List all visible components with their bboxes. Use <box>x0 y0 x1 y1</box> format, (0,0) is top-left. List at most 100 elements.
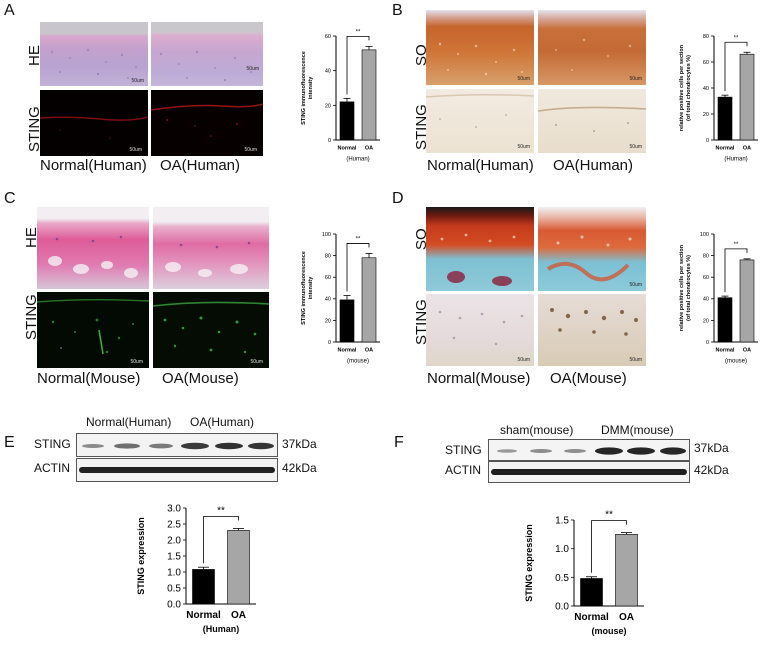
blot-size-37kda: 37kDa <box>282 437 317 451</box>
western-blot-sting-f <box>488 439 690 461</box>
y-axis-label-group-a: STING immunofluorescence intensity <box>301 51 314 125</box>
y-tick-label-c: 80 <box>325 254 331 260</box>
significance-label-f: ** <box>605 510 613 521</box>
caption-oa-human: OA(Human) <box>160 157 241 174</box>
bar-f-normal <box>580 578 603 607</box>
blot-size-37kda: 37kDa <box>694 441 729 455</box>
scale-bar-label: 50um <box>517 76 530 82</box>
bar-f-oa <box>615 534 638 607</box>
panel-letter-a: A <box>4 2 15 19</box>
y-axis-label-a: intensity <box>308 76 314 100</box>
y-axis-label-b: (of total chondrocytes %) <box>686 55 692 121</box>
y-tick-label-c: 100 <box>322 232 331 238</box>
y-tick-label-a: 20 <box>325 103 331 109</box>
bar-a-normal <box>339 101 355 141</box>
y-tick-label-b: 20 <box>703 112 709 118</box>
y-tick-label-e: 2.5 <box>167 520 181 531</box>
x-axis-label-a: (Human) <box>346 157 369 163</box>
y-tick-label-e: 1.0 <box>167 568 181 579</box>
bar-e-oa <box>227 530 250 605</box>
micrograph-sting-ihc-oa-mouse: 50um <box>538 294 646 366</box>
y-axis-label-f: STING expression <box>524 524 534 602</box>
y-axis-label-group-c: STING immunofluorescence intensity <box>301 251 314 325</box>
y-axis-label-c: STING immunofluorescence <box>301 251 307 325</box>
significance-label-d: ** <box>734 242 739 248</box>
y-tick-label-d: 20 <box>703 318 709 324</box>
micrograph-he-normal-mouse <box>37 207 149 289</box>
bar-chart-d: 0 20 40 60 80 100 Normal OA ** (mouse) relative po… <box>679 232 758 365</box>
scale-bar-label: 50um <box>629 282 642 288</box>
category-label-f: Normal <box>574 612 609 623</box>
significance-label-a: ** <box>356 29 361 35</box>
y-axis-label-d: (of total chondrocytes %) <box>686 255 692 321</box>
y-tick-label-e: 0.5 <box>167 584 181 595</box>
category-label-f: OA <box>619 612 634 623</box>
y-tick-label-c: 0 <box>328 340 331 346</box>
category-label-a: OA <box>365 146 373 152</box>
bar-chart-c: 0 20 40 60 80 100 Normal OA ** (mouse) STING immun… <box>301 232 380 365</box>
category-label-e: Normal <box>186 610 221 621</box>
blot-group-label-sham-mouse: sham(mouse) <box>500 423 574 437</box>
y-axis-label-c: intensity <box>308 276 314 300</box>
y-axis-label-b: relative positive cells per section <box>679 44 685 131</box>
x-axis-label-f: (mouse) <box>591 626 626 636</box>
y-axis-label-group-f: STING expression <box>524 524 534 602</box>
x-axis-label-d: (mouse) <box>725 359 747 365</box>
category-label-d: Normal <box>716 348 735 354</box>
caption-normal-mouse: Normal(Mouse) <box>427 370 531 387</box>
significance-label-b: ** <box>734 35 739 41</box>
y-axis-label-d: relative positive cells per section <box>679 244 685 331</box>
y-tick-label-e: 0.0 <box>167 600 181 611</box>
bar-e-normal <box>192 569 215 605</box>
panel-letter-e: E <box>4 434 15 451</box>
caption-normal-human: Normal(Human) <box>40 157 147 174</box>
micrograph-he-oa-human: 50um <box>151 22 263 86</box>
y-tick-label-f: 1.0 <box>555 544 569 555</box>
scale-bar-label: 50um <box>129 147 142 153</box>
category-label-b: OA <box>743 146 751 152</box>
panel-letter-c: C <box>4 190 16 207</box>
bar-chart-e: 0.0 0.5 1.0 1.5 2.0 2.5 3.0 Normal OA ** (Human) ST… <box>136 504 256 634</box>
category-label-e: OA <box>231 610 246 621</box>
caption-oa-human: OA(Human) <box>553 157 634 174</box>
y-tick-label-f: 1.5 <box>555 516 569 527</box>
bar-b-normal <box>717 96 733 141</box>
bar-c-normal <box>339 299 355 343</box>
y-tick-label-e: 3.0 <box>167 504 181 515</box>
blot-size-42kda: 42kDa <box>282 461 317 475</box>
significance-bracket-c <box>346 243 370 292</box>
micrograph-he-normal-human: 50um <box>40 22 148 86</box>
micrograph-sting-ihc-normal-mouse: 50um <box>426 294 534 366</box>
scale-bar-label: 50um <box>244 147 257 153</box>
y-tick-label-d: 0 <box>706 340 709 346</box>
blot-size-42kda: 42kDa <box>694 463 729 477</box>
bar-chart-f: 0.0 0.5 1.0 1.5 Normal OA ** (mouse) STING expre… <box>524 510 644 636</box>
scale-bar-label: 50um <box>517 144 530 150</box>
y-tick-label-d: 80 <box>703 254 709 260</box>
significance-bracket-f <box>591 520 627 573</box>
category-label-c: Normal <box>338 348 357 354</box>
panel-letter-d: D <box>392 190 404 207</box>
bar-c-oa <box>361 257 377 343</box>
micrograph-he-oa-mouse <box>153 207 269 289</box>
y-tick-label-e: 1.5 <box>167 552 181 563</box>
micrograph-sting-if-normal-human: 50um <box>40 90 148 156</box>
significance-label-c: ** <box>356 236 361 242</box>
scale-bar-label: 50um <box>629 144 642 150</box>
significance-bracket-b <box>724 41 748 92</box>
scale-bar-label: 50um <box>131 78 144 84</box>
y-axis-label-group-d: relative positive cells per section (of t… <box>679 244 692 331</box>
blot-row-label-actin: ACTIN <box>445 463 481 477</box>
bar-b-oa <box>739 53 755 141</box>
western-blot-actin-f <box>488 461 690 483</box>
blot-row-label-sting: STING <box>34 437 71 451</box>
western-blot-sting-e <box>76 433 278 457</box>
x-axis-label-e: (Human) <box>203 624 240 634</box>
y-tick-label-d: 100 <box>700 232 709 238</box>
micrograph-so-oa-mouse: 50um <box>538 207 646 291</box>
y-tick-label-b: 40 <box>703 86 709 92</box>
micrograph-sting-if-oa-mouse: 50um <box>153 292 269 368</box>
caption-normal-human: Normal(Human) <box>427 157 534 174</box>
bar-a-oa <box>361 49 377 141</box>
western-blot-actin-e <box>76 458 278 482</box>
